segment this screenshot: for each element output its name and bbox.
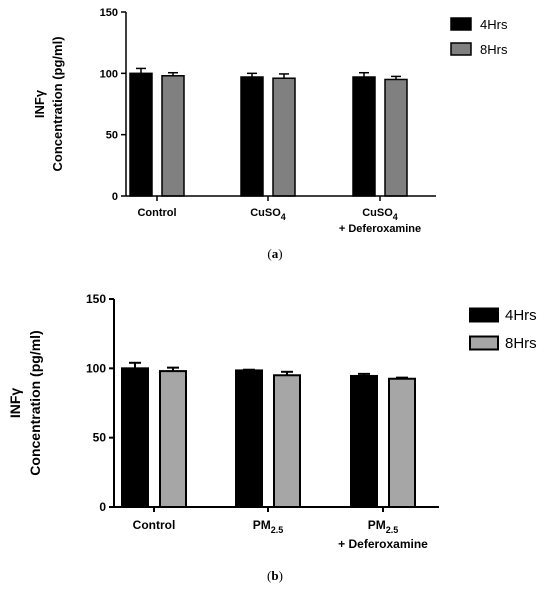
panel-caption-open: ( [267,246,271,261]
x-tick-label-text: CuSO [250,207,281,219]
legend-swatch-8Hrs [450,42,472,56]
y-tick-label: 150 [86,292,106,306]
x-tick-label: PM2.5 [253,518,284,535]
panel-caption: (b) [267,568,283,583]
panel-caption-letter: a [272,246,279,261]
x-tick-label-text: Control [137,207,176,219]
panel-caption: (a) [267,246,282,261]
legend-label-8Hrs: 8Hrs [480,42,508,57]
bar-8Hrs-0 [161,75,185,197]
legend-label-4Hrs: 4Hrs [480,17,508,32]
bar-8Hrs-0 [159,370,187,508]
x-tick-label-subscript: 4 [393,212,398,222]
y-axis-title-line1: INFγ [32,89,47,118]
x-tick-label: CuSO4 [250,207,286,222]
y-tick-label: 150 [100,7,118,19]
legend-label-8Hrs: 8Hrs [505,335,537,352]
bar-8Hrs-1 [273,374,301,508]
x-tick-label-line2: + Deferoxamine [338,537,428,551]
legend-label-4Hrs: 4Hrs [505,307,537,324]
x-tick-label-text: PM [368,518,386,532]
y-tick-label: 0 [112,191,118,203]
legend-swatch-4Hrs [469,307,499,323]
x-tick-label: PM2.5 [368,518,399,535]
y-tick-label: 100 [100,68,118,80]
bar-4Hrs-2 [352,76,376,197]
x-tick-label: Control [137,207,176,219]
legend-swatch-8Hrs [469,335,499,351]
x-tick-label-text: Control [133,518,176,532]
x-tick-label: CuSO4 [362,207,398,222]
panel-caption-close: ) [279,568,283,583]
y-tick-label: 0 [99,500,106,514]
bar-4Hrs-0 [129,72,153,197]
panel-caption-open: ( [267,568,271,583]
x-tick-label-subscript: 2.5 [386,525,399,535]
bar-8Hrs-2 [388,377,416,508]
y-tick-label: 50 [93,431,107,445]
bar-4Hrs-0 [121,367,149,509]
bar-8Hrs-2 [384,78,408,197]
y-axis-title-line2: Concentration (pg/ml) [27,330,43,475]
x-tick-label-text: CuSO [362,207,393,219]
x-tick-label-line2: + Deferoxamine [339,223,421,235]
panel-caption-close: ) [278,246,282,261]
bar-4Hrs-2 [350,374,378,508]
bar-8Hrs-1 [272,77,296,197]
y-tick-label: 50 [106,130,118,142]
x-tick-label-subscript: 4 [281,212,286,222]
y-axis-title-line1: INFγ [7,388,23,419]
panel-caption-letter: b [271,568,278,583]
bar-4Hrs-1 [235,369,263,508]
legend-swatch-4Hrs [450,17,472,31]
x-tick-label-subscript: 2.5 [271,525,284,535]
x-tick-label-text: PM [253,518,271,532]
y-axis-title-line2: Concentration (pg/ml) [50,36,65,171]
x-tick-label: Control [133,518,176,532]
y-tick-label: 100 [86,361,106,375]
bar-4Hrs-1 [240,76,264,197]
